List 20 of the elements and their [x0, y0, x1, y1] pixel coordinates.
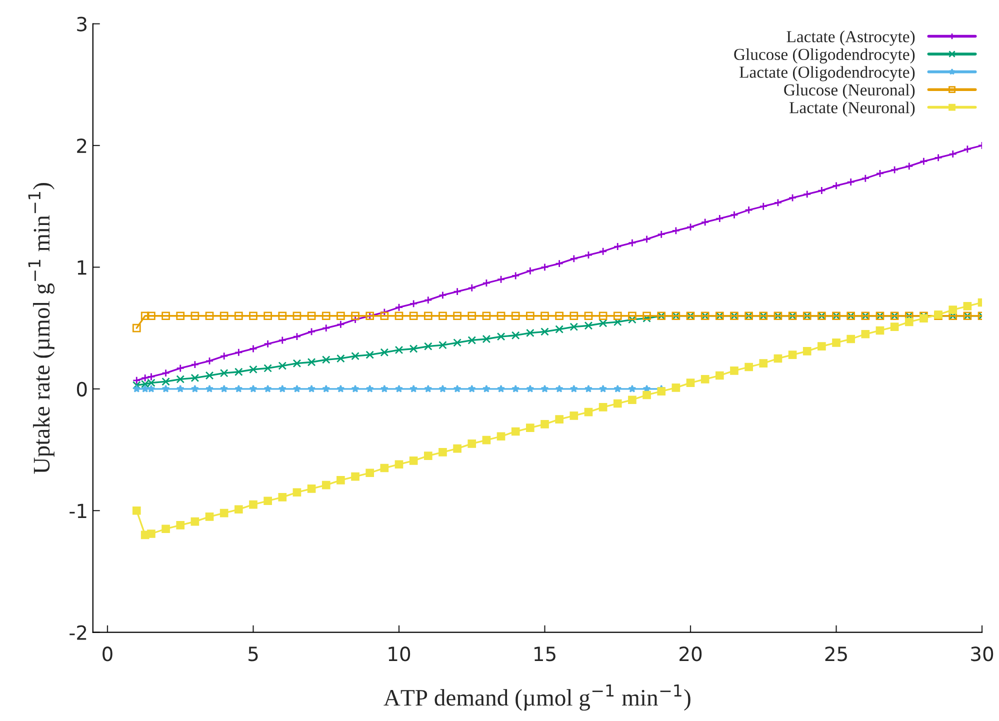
x-tick-label: 15: [534, 646, 556, 662]
y-axis-title: Uptake rate (µmol g$^{−1}$ min$^{−1}$): [28, 183, 55, 474]
x-tick-label: 30: [971, 646, 994, 662]
legend-label: Lactate (Astrocyte): [786, 30, 915, 46]
x-tick-label: 25: [825, 646, 847, 662]
legend-label: Lactate (Oligodendrocyte): [740, 66, 915, 82]
y-tick-label: -1: [70, 504, 86, 518]
y-tick-label: 2: [77, 138, 86, 153]
y-tick-label: 3: [77, 16, 86, 32]
legend-label: Glucose (Oligodendrocyte): [734, 48, 915, 64]
x-tick-label: 5: [248, 646, 258, 662]
legend-label: Glucose (Neuronal): [784, 84, 915, 99]
x-axis-title: ATP demand (µmol g$^{−1}$ min$^{−1}$): [384, 684, 690, 711]
x-tick-label: 20: [680, 646, 702, 662]
y-tick-label: 1: [78, 260, 86, 275]
x-tick-label: 0: [102, 646, 112, 662]
y-tick-label: 0: [76, 382, 87, 397]
y-tick-label: -2: [70, 625, 86, 640]
legend-label: Lactate (Neuronal): [790, 102, 915, 117]
x-tick-label: 10: [388, 646, 410, 662]
